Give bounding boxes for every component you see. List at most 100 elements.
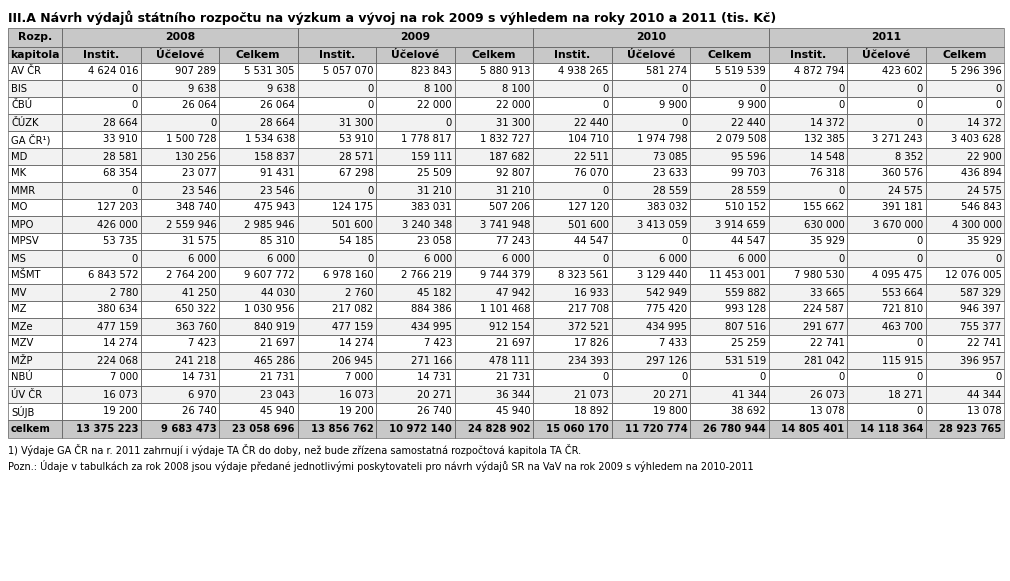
Text: 0: 0 [603,101,609,110]
Text: 73 085: 73 085 [652,152,688,162]
Bar [454,80,533,97]
Text: 20 271: 20 271 [652,389,688,400]
Bar [62,165,140,182]
Text: 0: 0 [760,84,766,94]
Text: 35 929: 35 929 [810,236,844,246]
Text: 477 159: 477 159 [97,321,138,332]
Text: 1 832 727: 1 832 727 [480,134,530,145]
Bar [611,318,690,335]
Text: 2 766 219: 2 766 219 [401,271,452,281]
Text: 650 322: 650 322 [176,304,216,314]
Bar [925,386,1004,403]
Bar [611,148,690,165]
Bar [376,335,454,352]
Bar [376,369,454,386]
Bar [925,199,1004,216]
Text: 158 837: 158 837 [254,152,295,162]
Bar [298,165,376,182]
Bar [298,403,376,420]
Text: 8 100: 8 100 [424,84,452,94]
Text: 510 152: 510 152 [725,203,766,213]
Bar [847,131,925,148]
Bar [376,420,454,438]
Bar [925,199,1004,216]
Bar [847,301,925,318]
Bar [769,47,847,63]
Bar [376,131,454,148]
Bar [533,369,611,386]
Bar [690,369,769,386]
Bar [690,233,769,250]
Bar [454,165,533,182]
Text: 360 576: 360 576 [882,168,923,178]
Bar [533,403,611,420]
Text: 907 289: 907 289 [176,66,216,77]
Bar [219,114,298,131]
Text: AV ČR: AV ČR [11,66,41,77]
Text: 546 843: 546 843 [961,203,1002,213]
Bar [533,403,611,420]
Text: 24 828 902: 24 828 902 [468,424,530,434]
Bar [140,63,219,80]
Bar [925,369,1004,386]
Text: 13 078: 13 078 [810,407,844,417]
Bar [847,318,925,335]
Text: 0: 0 [917,253,923,264]
Bar [769,80,847,97]
Text: 104 710: 104 710 [568,134,609,145]
Bar [8,131,62,148]
Text: Rozp.: Rozp. [18,33,53,42]
Text: 11 453 001: 11 453 001 [709,271,766,281]
Bar [8,47,62,63]
Bar [925,114,1004,131]
Bar [219,250,298,267]
Bar [533,182,611,199]
Bar [847,267,925,284]
Text: 823 843: 823 843 [411,66,452,77]
Bar [219,216,298,233]
Text: 127 203: 127 203 [97,203,138,213]
Bar [454,352,533,369]
Bar [298,63,376,80]
Text: kapitola: kapitola [10,50,60,60]
Text: 47 942: 47 942 [496,288,530,297]
Bar [376,352,454,369]
Bar [140,165,219,182]
Bar [8,352,62,369]
Bar [690,216,769,233]
Bar [140,335,219,352]
Text: 132 385: 132 385 [804,134,844,145]
Text: 7 433: 7 433 [660,339,688,349]
Bar [140,165,219,182]
Text: 23 043: 23 043 [261,389,295,400]
Text: 0: 0 [995,84,1002,94]
Bar [690,114,769,131]
Bar [611,63,690,80]
Text: 13 856 762: 13 856 762 [311,424,374,434]
Text: 501 600: 501 600 [332,220,374,229]
Bar [8,352,62,369]
Bar [611,369,690,386]
Text: 0: 0 [682,236,688,246]
Text: 41 344: 41 344 [731,389,766,400]
Bar [925,233,1004,250]
Bar [8,403,62,420]
Bar [140,114,219,131]
Text: 22 000: 22 000 [417,101,452,110]
Text: 807 516: 807 516 [725,321,766,332]
Bar [454,233,533,250]
Text: 383 031: 383 031 [411,203,452,213]
Bar [769,284,847,301]
Bar [533,386,611,403]
Bar [690,182,769,199]
Bar [769,386,847,403]
Text: 127 120: 127 120 [568,203,609,213]
Bar [454,131,533,148]
Text: 31 210: 31 210 [496,185,530,195]
Text: 22 900: 22 900 [967,152,1002,162]
Bar [219,335,298,352]
Text: 15 060 170: 15 060 170 [546,424,609,434]
Text: 3 240 348: 3 240 348 [402,220,452,229]
Bar [298,114,376,131]
Bar [62,148,140,165]
